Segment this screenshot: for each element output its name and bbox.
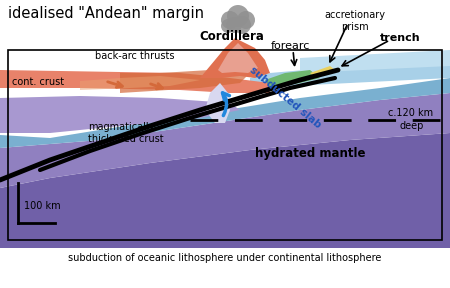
Polygon shape [0,70,270,100]
Circle shape [221,11,239,29]
Polygon shape [265,70,320,88]
Circle shape [221,19,235,33]
Text: accretionary
prism: accretionary prism [324,10,386,32]
Text: magmatically-
thickened crust: magmatically- thickened crust [88,122,164,144]
Text: forearc: forearc [270,41,310,51]
Text: Cordillera: Cordillera [199,30,265,43]
Text: back-arc thrusts: back-arc thrusts [95,51,175,61]
Polygon shape [310,66,335,78]
Circle shape [227,5,249,27]
Polygon shape [300,50,450,73]
Polygon shape [0,133,450,248]
Circle shape [237,11,255,29]
Text: subducted slab: subducted slab [248,65,323,131]
Polygon shape [120,70,250,93]
Text: trench: trench [380,33,420,43]
Polygon shape [250,58,450,88]
Text: subduction of oceanic lithosphere under continental lithosphere: subduction of oceanic lithosphere under … [68,253,382,263]
Text: deep: deep [400,121,424,131]
Text: cont. crust: cont. crust [12,77,64,87]
Polygon shape [0,93,450,188]
Polygon shape [0,96,240,133]
Text: hydrated mantle: hydrated mantle [255,147,365,160]
Polygon shape [0,78,450,148]
Text: 100 km: 100 km [24,201,61,211]
Text: c.120 km: c.120 km [388,108,433,118]
Circle shape [226,17,242,33]
Polygon shape [205,83,230,123]
Text: idealised "Andean" margin: idealised "Andean" margin [8,6,204,21]
Polygon shape [200,38,270,78]
Polygon shape [80,76,200,90]
Circle shape [233,16,251,34]
Polygon shape [218,43,258,73]
